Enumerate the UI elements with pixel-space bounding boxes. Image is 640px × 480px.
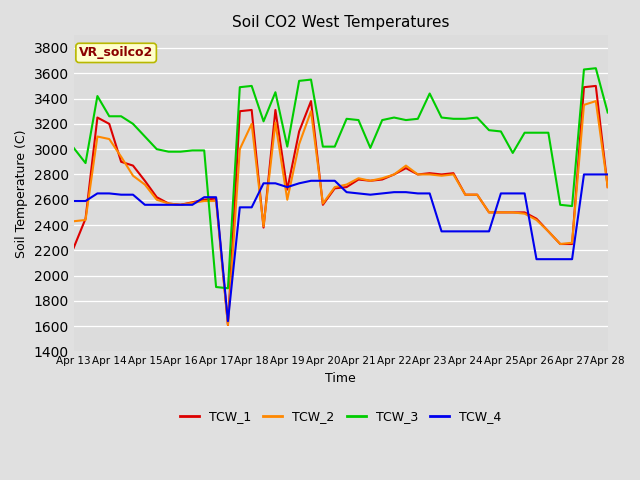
Text: VR_soilco2: VR_soilco2 <box>79 47 153 60</box>
Y-axis label: Soil Temperature (C): Soil Temperature (C) <box>15 129 28 258</box>
Legend: TCW_1, TCW_2, TCW_3, TCW_4: TCW_1, TCW_2, TCW_3, TCW_4 <box>175 405 506 428</box>
X-axis label: Time: Time <box>325 372 356 385</box>
Title: Soil CO2 West Temperatures: Soil CO2 West Temperatures <box>232 15 449 30</box>
